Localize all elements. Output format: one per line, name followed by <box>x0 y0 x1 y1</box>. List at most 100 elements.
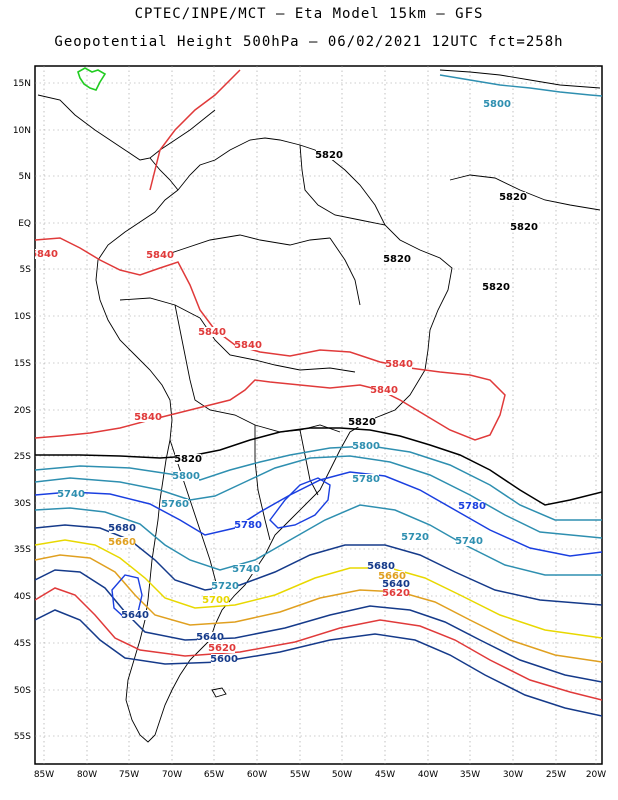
green-contour <box>77 67 107 91</box>
contour-labels: 5800 5820 5820 5820 5820 5820 5840 5840 5840 5840… <box>30 99 538 665</box>
contour-label-bg <box>235 340 261 350</box>
contour-label-bg <box>371 385 397 395</box>
contour-label: 5840 <box>385 359 413 370</box>
contour-label-bg <box>379 571 405 581</box>
contour-label-bg <box>459 501 485 511</box>
lon-tick-label: 30W <box>503 770 523 780</box>
contour-label-bg <box>122 610 148 620</box>
contour-label-bg <box>109 523 135 533</box>
contour-label-bg <box>368 561 394 571</box>
contour-label: 5840 <box>198 327 226 338</box>
lon-tick-label: 65W <box>204 770 224 780</box>
contour-label-bg <box>386 359 412 369</box>
closed-low-contour <box>111 574 143 619</box>
contour-label-bg <box>500 192 526 202</box>
lat-tick-label: 15S <box>14 359 31 369</box>
contour-label: 5820 <box>383 254 411 265</box>
contour-label-bg <box>209 643 235 653</box>
lon-tick-label: 55W <box>290 770 310 780</box>
lat-tick-label: 5S <box>20 265 32 275</box>
contour-label: 5600 <box>210 654 238 665</box>
lat-tick-label: 15N <box>13 79 31 89</box>
lat-tick-label: 40S <box>14 592 31 602</box>
contour-label: 5680 <box>108 523 136 534</box>
contour-label: 5780 <box>234 520 262 531</box>
lat-tick-label: 25S <box>14 452 31 462</box>
contour-label: 5740 <box>57 489 85 500</box>
contour-label: 5720 <box>211 581 239 592</box>
contour-label-bg <box>58 489 84 499</box>
contour-label: 5640 <box>382 579 410 590</box>
lat-tick-label: EQ <box>18 219 31 229</box>
contour-label-bg <box>173 471 199 481</box>
lon-tick-label: 85W <box>34 770 54 780</box>
contour-label: 5720 <box>401 532 429 543</box>
contour-label-bg <box>147 250 173 260</box>
lat-tick-label: 35S <box>14 545 31 555</box>
lat-tick-label: 10S <box>14 312 31 322</box>
lon-tick-label: 80W <box>77 770 97 780</box>
contour-label-bg <box>135 412 161 422</box>
contour-label-bg <box>316 150 342 160</box>
contour-label: 5620 <box>208 643 236 654</box>
contour-label: 5740 <box>455 536 483 547</box>
contour-label-bg <box>211 654 237 664</box>
contour-label-bg <box>203 595 229 605</box>
contour-label-bg <box>197 632 223 642</box>
contour-label-bg <box>511 222 537 232</box>
contour-line-5840 <box>35 237 506 441</box>
contour-label-bg <box>383 588 409 598</box>
contour-label: 5840 <box>134 412 162 423</box>
contour-line-5820 <box>35 427 602 506</box>
contour-label-bg <box>353 441 379 451</box>
lon-tick-label: 70W <box>162 770 182 780</box>
title-line-2: Geopotential Height 500hPa – 06/02/2021 … <box>54 34 564 50</box>
contour-label: 5700 <box>202 595 230 606</box>
contour-label: 5660 <box>378 571 406 582</box>
contour-label: 5780 <box>352 474 380 485</box>
contour-label: 5800 <box>172 471 200 482</box>
contour-label-bg <box>109 537 135 547</box>
contour-label: 5660 <box>108 537 136 548</box>
contour-label: 5840 <box>234 340 262 351</box>
contour-label-bg <box>349 417 375 427</box>
lon-tick-label: 75W <box>119 770 139 780</box>
contour-label: 5820 <box>510 222 538 233</box>
lat-tick-label: 55S <box>14 732 31 742</box>
contour-line-5780-closed <box>269 477 331 529</box>
title-line-1: CPTEC/INPE/MCT – Eta Model 15km – GFS <box>134 6 484 22</box>
contour-label: 5800 <box>483 99 511 110</box>
contour-label: 5780 <box>458 501 486 512</box>
contour-label: 5800 <box>352 441 380 452</box>
contour-label: 5760 <box>161 499 189 510</box>
lon-tick-label: 35W <box>460 770 480 780</box>
contour-label-bg <box>483 282 509 292</box>
contour-label-bg <box>212 581 238 591</box>
contour-label: 5820 <box>315 150 343 161</box>
contour-label-bg <box>484 99 510 109</box>
contour-label-bg <box>353 474 379 484</box>
lon-tick-label: 60W <box>247 770 267 780</box>
contour-label-bg <box>383 579 409 589</box>
contour-label: 5840 <box>370 385 398 396</box>
contour-label: 5620 <box>382 588 410 599</box>
map-frame <box>34 65 603 765</box>
contour-label-bg <box>456 536 482 546</box>
contour-label-bg <box>162 499 188 509</box>
contour-line-5840-north <box>149 69 241 191</box>
lon-tick-label: 40W <box>418 770 438 780</box>
contour-line-5800-north <box>439 74 602 97</box>
lat-tick-label: 30S <box>14 499 31 509</box>
contour-label: 5820 <box>348 417 376 428</box>
axis-labels: 15N 10N 5N EQ 5S 10S 15S 20S 25S 30S 35S 40S 45S 50S 5… <box>13 79 606 780</box>
contour-label-bg <box>235 520 261 530</box>
contour-label: 5680 <box>367 561 395 572</box>
contour-label-bg <box>402 532 428 542</box>
grid-lines <box>35 66 602 764</box>
contour-label: 5640 <box>196 632 224 643</box>
contour-label-bg <box>233 564 259 574</box>
contour-label: 5820 <box>174 454 202 465</box>
contour-label: 5840 <box>30 249 58 260</box>
contour-label-bg <box>35 249 57 259</box>
lat-tick-label: 45S <box>14 639 31 649</box>
